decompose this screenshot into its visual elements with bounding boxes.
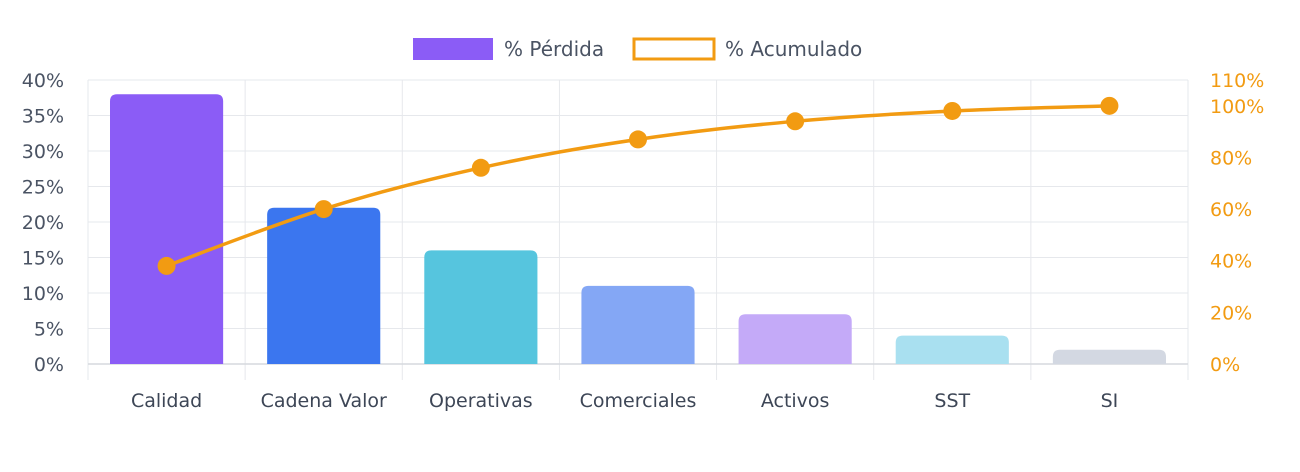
y-left-tick-label: 0% bbox=[34, 354, 64, 376]
bar-cadena-valor[interactable] bbox=[267, 207, 381, 364]
x-tick-label: Cadena Valor bbox=[261, 390, 387, 412]
legend-swatch-perdida[interactable] bbox=[413, 38, 493, 60]
cumulative-point-activos[interactable] bbox=[786, 112, 805, 131]
legend-label-acumulado[interactable]: % Acumulado bbox=[725, 37, 862, 61]
bar-calidad[interactable] bbox=[110, 94, 224, 364]
cumulative-point-calidad[interactable] bbox=[157, 256, 176, 275]
y-right-tick-label: 100% bbox=[1210, 96, 1264, 118]
legend-swatch-acumulado[interactable] bbox=[632, 37, 716, 61]
y-left-tick-label: 25% bbox=[22, 177, 64, 199]
y-left-tick-label: 35% bbox=[22, 106, 64, 128]
y-left-tick-label: 30% bbox=[22, 141, 64, 163]
y-right-tick-label: 0% bbox=[1210, 354, 1240, 376]
y-left-tick-label: 5% bbox=[34, 319, 64, 341]
cumulative-point-si[interactable] bbox=[1100, 96, 1119, 115]
x-tick-label: Calidad bbox=[131, 390, 202, 412]
bar-operativas[interactable] bbox=[424, 250, 538, 364]
cumulative-point-sst[interactable] bbox=[943, 101, 962, 120]
cumulative-point-cadena-valor[interactable] bbox=[314, 200, 333, 219]
x-tick-label: Activos bbox=[761, 390, 830, 412]
y-right-tick-label: 110% bbox=[1210, 70, 1264, 92]
x-tick-label: Operativas bbox=[429, 390, 533, 412]
cumulative-point-operativas[interactable] bbox=[471, 158, 490, 177]
cumulative-point-comerciales[interactable] bbox=[629, 130, 647, 149]
bar-comerciales[interactable] bbox=[581, 285, 695, 364]
y-left-tick-label: 15% bbox=[22, 248, 64, 270]
y-right-tick-label: 80% bbox=[1210, 147, 1252, 169]
y-left-tick-label: 40% bbox=[22, 70, 64, 92]
y-left-tick-label: 10% bbox=[22, 283, 64, 305]
bar-si[interactable] bbox=[1052, 349, 1166, 364]
bar-activos[interactable] bbox=[738, 314, 852, 364]
x-tick-label: SST bbox=[934, 390, 970, 412]
x-tick-label: SI bbox=[1101, 390, 1119, 412]
legend: % Pérdida % Acumulado bbox=[413, 37, 862, 61]
y-right-tick-label: 20% bbox=[1210, 302, 1252, 324]
y-right-tick-label: 60% bbox=[1210, 199, 1252, 221]
bar-sst[interactable] bbox=[895, 335, 1009, 364]
y-left-tick-label: 20% bbox=[22, 212, 64, 234]
legend-label-perdida[interactable]: % Pérdida bbox=[504, 37, 604, 61]
y-right-tick-label: 40% bbox=[1210, 251, 1252, 273]
x-tick-label: Comerciales bbox=[580, 390, 697, 412]
